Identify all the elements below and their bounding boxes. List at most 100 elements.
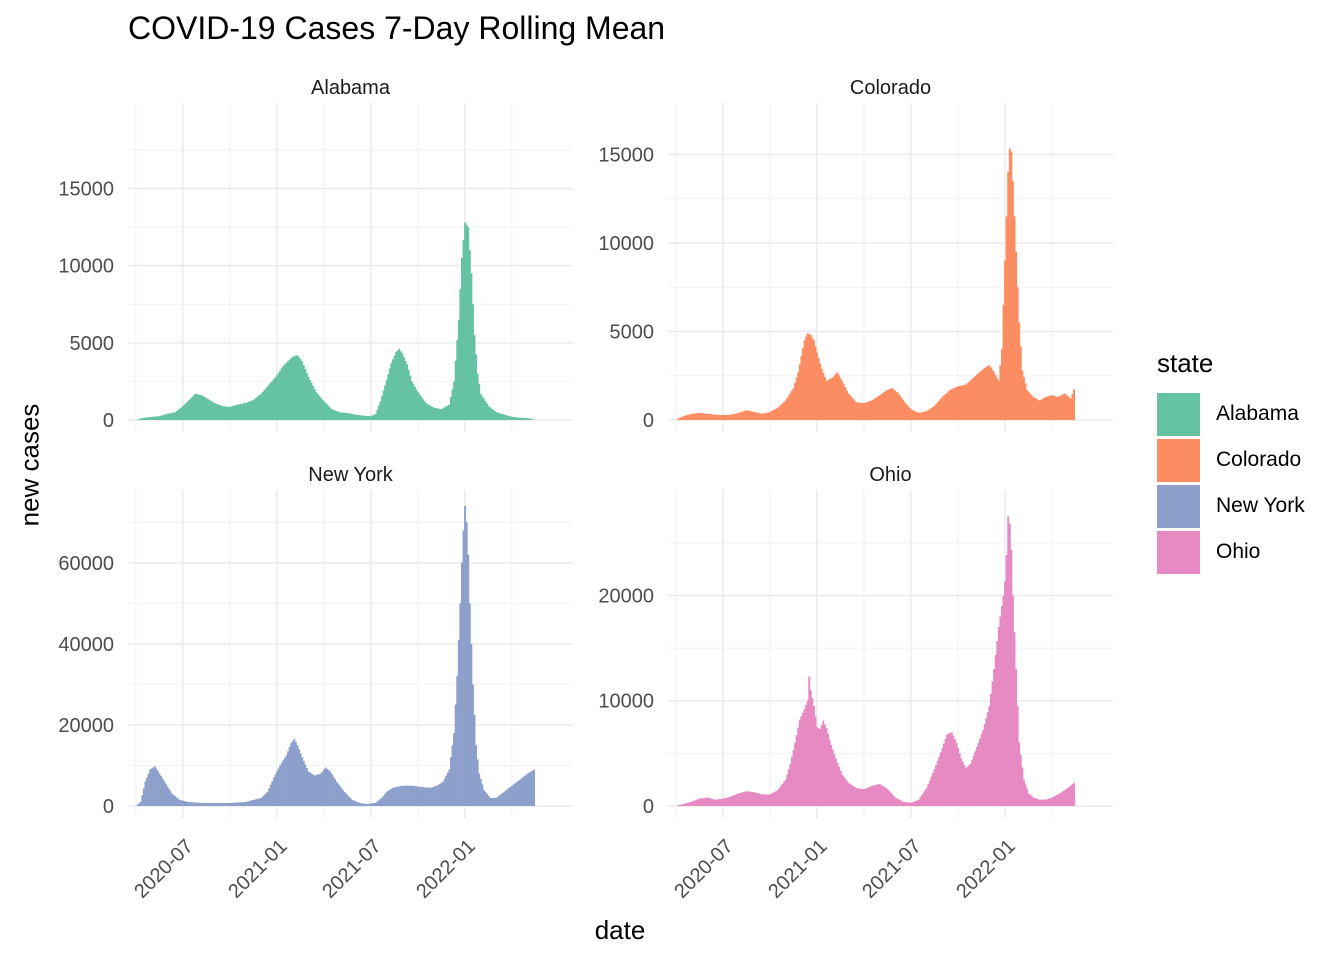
bar	[345, 412, 347, 420]
y-tick-label: 10000	[598, 691, 654, 713]
bar	[1027, 391, 1030, 420]
bar	[497, 796, 499, 806]
bar	[1018, 742, 1021, 806]
bar	[1007, 172, 1010, 420]
bar	[831, 749, 834, 806]
bar	[701, 798, 704, 806]
bar	[274, 377, 277, 420]
bar	[152, 416, 155, 420]
bar	[819, 363, 822, 420]
bar	[357, 802, 360, 806]
bar	[905, 802, 908, 806]
bar	[866, 402, 869, 420]
bar	[290, 358, 293, 420]
bar	[997, 627, 1000, 806]
bar	[285, 362, 288, 420]
bar	[200, 395, 203, 420]
bar	[149, 769, 152, 806]
bar	[194, 393, 197, 420]
bar	[1022, 779, 1025, 806]
bar	[1057, 794, 1060, 806]
bar	[776, 407, 779, 420]
panel-alabama: 0 5000 10000 15000 Alabama	[58, 77, 573, 432]
chart-title: COVID-19 Cases 7-Day Rolling Mean	[128, 10, 666, 46]
bar	[335, 411, 338, 420]
bar	[246, 801, 249, 806]
bar	[487, 795, 490, 806]
bar	[932, 772, 934, 806]
bar	[434, 407, 437, 420]
bar	[747, 410, 750, 420]
bar	[501, 793, 504, 806]
bar	[1022, 376, 1025, 420]
bar	[200, 802, 203, 806]
bar	[379, 401, 382, 420]
bar	[1010, 549, 1013, 806]
bar	[701, 413, 704, 420]
bar	[737, 793, 740, 806]
bar	[816, 352, 819, 420]
bar	[712, 799, 715, 806]
bar	[404, 785, 407, 806]
bar	[720, 414, 723, 420]
bar	[401, 353, 404, 420]
bar	[914, 800, 917, 806]
bar	[751, 411, 754, 420]
bar	[963, 384, 966, 420]
legend-label: New York	[1216, 494, 1305, 517]
bar	[351, 413, 354, 420]
bar	[222, 803, 225, 806]
bar	[330, 774, 333, 806]
bar	[1040, 799, 1043, 806]
y-tick-label: 15000	[598, 144, 654, 166]
bar	[1005, 555, 1008, 806]
bar	[700, 413, 703, 420]
bar	[315, 775, 318, 806]
bar	[872, 785, 875, 806]
bar	[410, 785, 413, 806]
bar	[396, 786, 399, 806]
bar	[321, 771, 324, 806]
bar	[180, 407, 183, 420]
bar	[392, 787, 394, 806]
bar	[1019, 755, 1022, 806]
bar	[471, 304, 474, 420]
bar	[1069, 398, 1072, 420]
bar	[983, 724, 986, 806]
bar	[155, 416, 158, 420]
bar	[894, 797, 897, 806]
panel-colorado: 0 5000 10000 15000 Colorado	[598, 77, 1113, 432]
bar	[764, 794, 767, 806]
bar	[409, 375, 412, 420]
bar	[814, 346, 817, 420]
bar	[754, 412, 757, 420]
bar	[759, 794, 762, 806]
bar	[895, 798, 898, 806]
bar	[326, 404, 329, 420]
bar	[426, 787, 429, 806]
bar	[196, 394, 199, 420]
bar	[765, 412, 768, 420]
bar	[529, 771, 532, 806]
bar	[186, 801, 189, 806]
bar	[296, 745, 299, 806]
bar	[174, 796, 177, 806]
bar	[370, 416, 373, 420]
bar	[388, 789, 391, 806]
legend-label: Alabama	[1216, 402, 1299, 425]
bar	[346, 413, 349, 420]
y-tick-label: 5000	[610, 321, 655, 343]
bar	[999, 365, 1002, 420]
bar	[274, 774, 277, 806]
bar	[189, 802, 192, 806]
bar	[933, 405, 936, 420]
bar	[511, 785, 514, 806]
bar	[919, 797, 922, 806]
bar	[891, 794, 894, 806]
bar	[718, 799, 721, 806]
bar	[986, 366, 989, 420]
y-tick-label: 5000	[70, 333, 115, 355]
bar	[498, 413, 501, 420]
bar	[707, 413, 710, 420]
bar	[329, 407, 332, 420]
